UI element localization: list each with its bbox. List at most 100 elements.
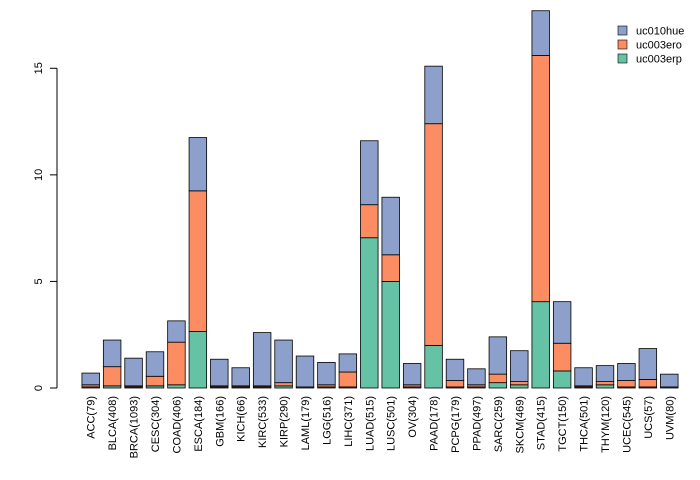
- bar-segment-uc003ero: [510, 381, 529, 386]
- bar-segment-uc003hue: [574, 367, 593, 387]
- legend-swatch: [617, 39, 628, 50]
- bar-segment-uc003hue: [188, 137, 208, 192]
- x-tick-label: LUAD(515): [364, 396, 376, 451]
- bar-segment-uc003hue: [295, 355, 315, 388]
- bar-segment-uc003ero: [274, 382, 293, 387]
- bar-segment-uc003hue: [660, 373, 679, 388]
- x-tick-label: THYM(120): [600, 396, 612, 453]
- bar-segment-uc003hue: [338, 353, 358, 373]
- bar-stack: [552, 301, 572, 389]
- bar-segment-uc003hue: [124, 357, 143, 387]
- bar-stack: [510, 350, 529, 389]
- x-tick-label: KIRC(533): [257, 396, 269, 448]
- bar-segment-uc003ero: [595, 381, 615, 386]
- y-tick-label: 0: [33, 385, 45, 391]
- x-tick-label: LUSC(501): [386, 396, 398, 451]
- bar-segment-uc003ero: [381, 254, 400, 282]
- bar-segment-uc003ero: [424, 123, 443, 346]
- bar-segment-uc003erp: [381, 281, 400, 389]
- bar-segment-uc003hue: [595, 365, 615, 383]
- bar-segment-uc003hue: [145, 351, 165, 377]
- bar-segment-uc003hue: [210, 358, 229, 387]
- bar-stack: [338, 353, 358, 389]
- bar-stack: [574, 367, 593, 389]
- y-tick-label: 5: [33, 278, 45, 284]
- bar-segment-uc003hue: [617, 363, 636, 381]
- bar-segment-uc003hue: [274, 339, 293, 384]
- bar-stack: [402, 363, 422, 389]
- x-tick-label: ESCA(184): [193, 396, 205, 452]
- bar-segment-uc003hue: [381, 196, 400, 256]
- bar-stack: [274, 339, 293, 389]
- bar-segment-uc003ero: [102, 366, 122, 387]
- bar-stack: [102, 339, 122, 389]
- bar-segment-uc003ero: [552, 342, 572, 372]
- legend-label: uc003erp: [636, 54, 682, 66]
- legend-label: uc010hue: [636, 26, 684, 38]
- bar-segment-uc003hue: [81, 372, 100, 386]
- bar-segment-uc003ero: [145, 375, 165, 387]
- bar-segment-uc003erp: [488, 382, 508, 389]
- bar-segment-uc003hue: [402, 363, 422, 386]
- legend: uc010hue uc003ero uc003erp: [617, 25, 684, 66]
- x-tick-label: LIHC(371): [343, 396, 355, 447]
- x-tick-label: OV(304): [407, 396, 419, 438]
- bar-segment-uc003hue: [445, 358, 465, 381]
- x-tick-label: TGCT(150): [557, 396, 569, 452]
- bar-segment-uc003hue: [317, 362, 336, 386]
- y-tick-label: 15: [33, 62, 45, 74]
- bar-stack: [210, 358, 229, 389]
- bar-stack: [81, 372, 100, 389]
- bar-segment-uc003ero: [360, 204, 379, 239]
- bar-segment-uc003hue: [488, 336, 508, 375]
- x-tick-label: BRCA(1093): [129, 396, 141, 458]
- legend-swatch: [617, 25, 628, 36]
- bar-stack: [531, 10, 550, 389]
- bar-segment-uc003ero: [531, 55, 550, 303]
- x-tick-label: SARC(259): [493, 396, 505, 452]
- bar-segment-uc003hue: [638, 348, 658, 380]
- x-axis-labels: ACC(79) BLCA(408) BRCA(1093) CESC(304) COAD(…: [86, 396, 677, 458]
- bar-stack: [488, 336, 508, 389]
- bar-segment-uc003erp: [531, 301, 550, 389]
- x-tick-label: GBM(166): [214, 396, 226, 447]
- bar-segment-uc003erp: [510, 384, 529, 389]
- bar-segment-uc003hue: [510, 350, 529, 383]
- bar-segment-uc003hue: [167, 320, 186, 343]
- x-tick-label: UCEC(545): [621, 396, 633, 453]
- x-tick-label: STAD(415): [536, 396, 548, 450]
- x-tick-label: KICH(66): [236, 396, 248, 442]
- bar-segment-uc003hue: [552, 301, 572, 344]
- x-tick-label: THCA(501): [579, 396, 591, 452]
- bar-stack: [295, 355, 315, 389]
- bar-segment-uc003hue: [467, 368, 486, 386]
- bar-stack: [145, 351, 165, 389]
- y-axis: 0 5 10 15: [33, 62, 58, 391]
- bar-segment-uc003hue: [102, 339, 122, 368]
- bar-stack: [424, 65, 443, 389]
- bar-segment-uc003hue: [424, 65, 443, 125]
- bar-segment-uc003hue: [252, 332, 272, 387]
- bar-segment-uc003erp: [552, 370, 572, 389]
- bar-stack: [638, 348, 658, 389]
- bar-stack: [188, 137, 208, 389]
- bar-stack: [660, 373, 679, 389]
- bar-stack: [595, 365, 615, 389]
- bar-segment-uc003erp: [167, 384, 186, 389]
- legend-swatch: [617, 53, 628, 64]
- x-tick-label: COAD(406): [171, 396, 183, 453]
- bar-stack: [617, 363, 636, 389]
- bar-stack: [467, 368, 486, 389]
- bar-stack: [252, 332, 272, 389]
- bar-stack: [381, 196, 400, 389]
- bar-segment-uc003ero: [188, 190, 208, 332]
- bar-segment-uc003ero: [638, 379, 658, 388]
- x-tick-label: PPAD(497): [471, 396, 483, 451]
- bar-segment-uc003erp: [188, 331, 208, 389]
- bar-segment-uc003hue: [231, 367, 250, 387]
- bar-segment-uc003ero: [445, 380, 465, 388]
- x-tick-label: BLCA(408): [107, 396, 119, 450]
- bar-segment-uc003hue: [360, 140, 379, 206]
- x-tick-label: CESC(304): [150, 396, 162, 452]
